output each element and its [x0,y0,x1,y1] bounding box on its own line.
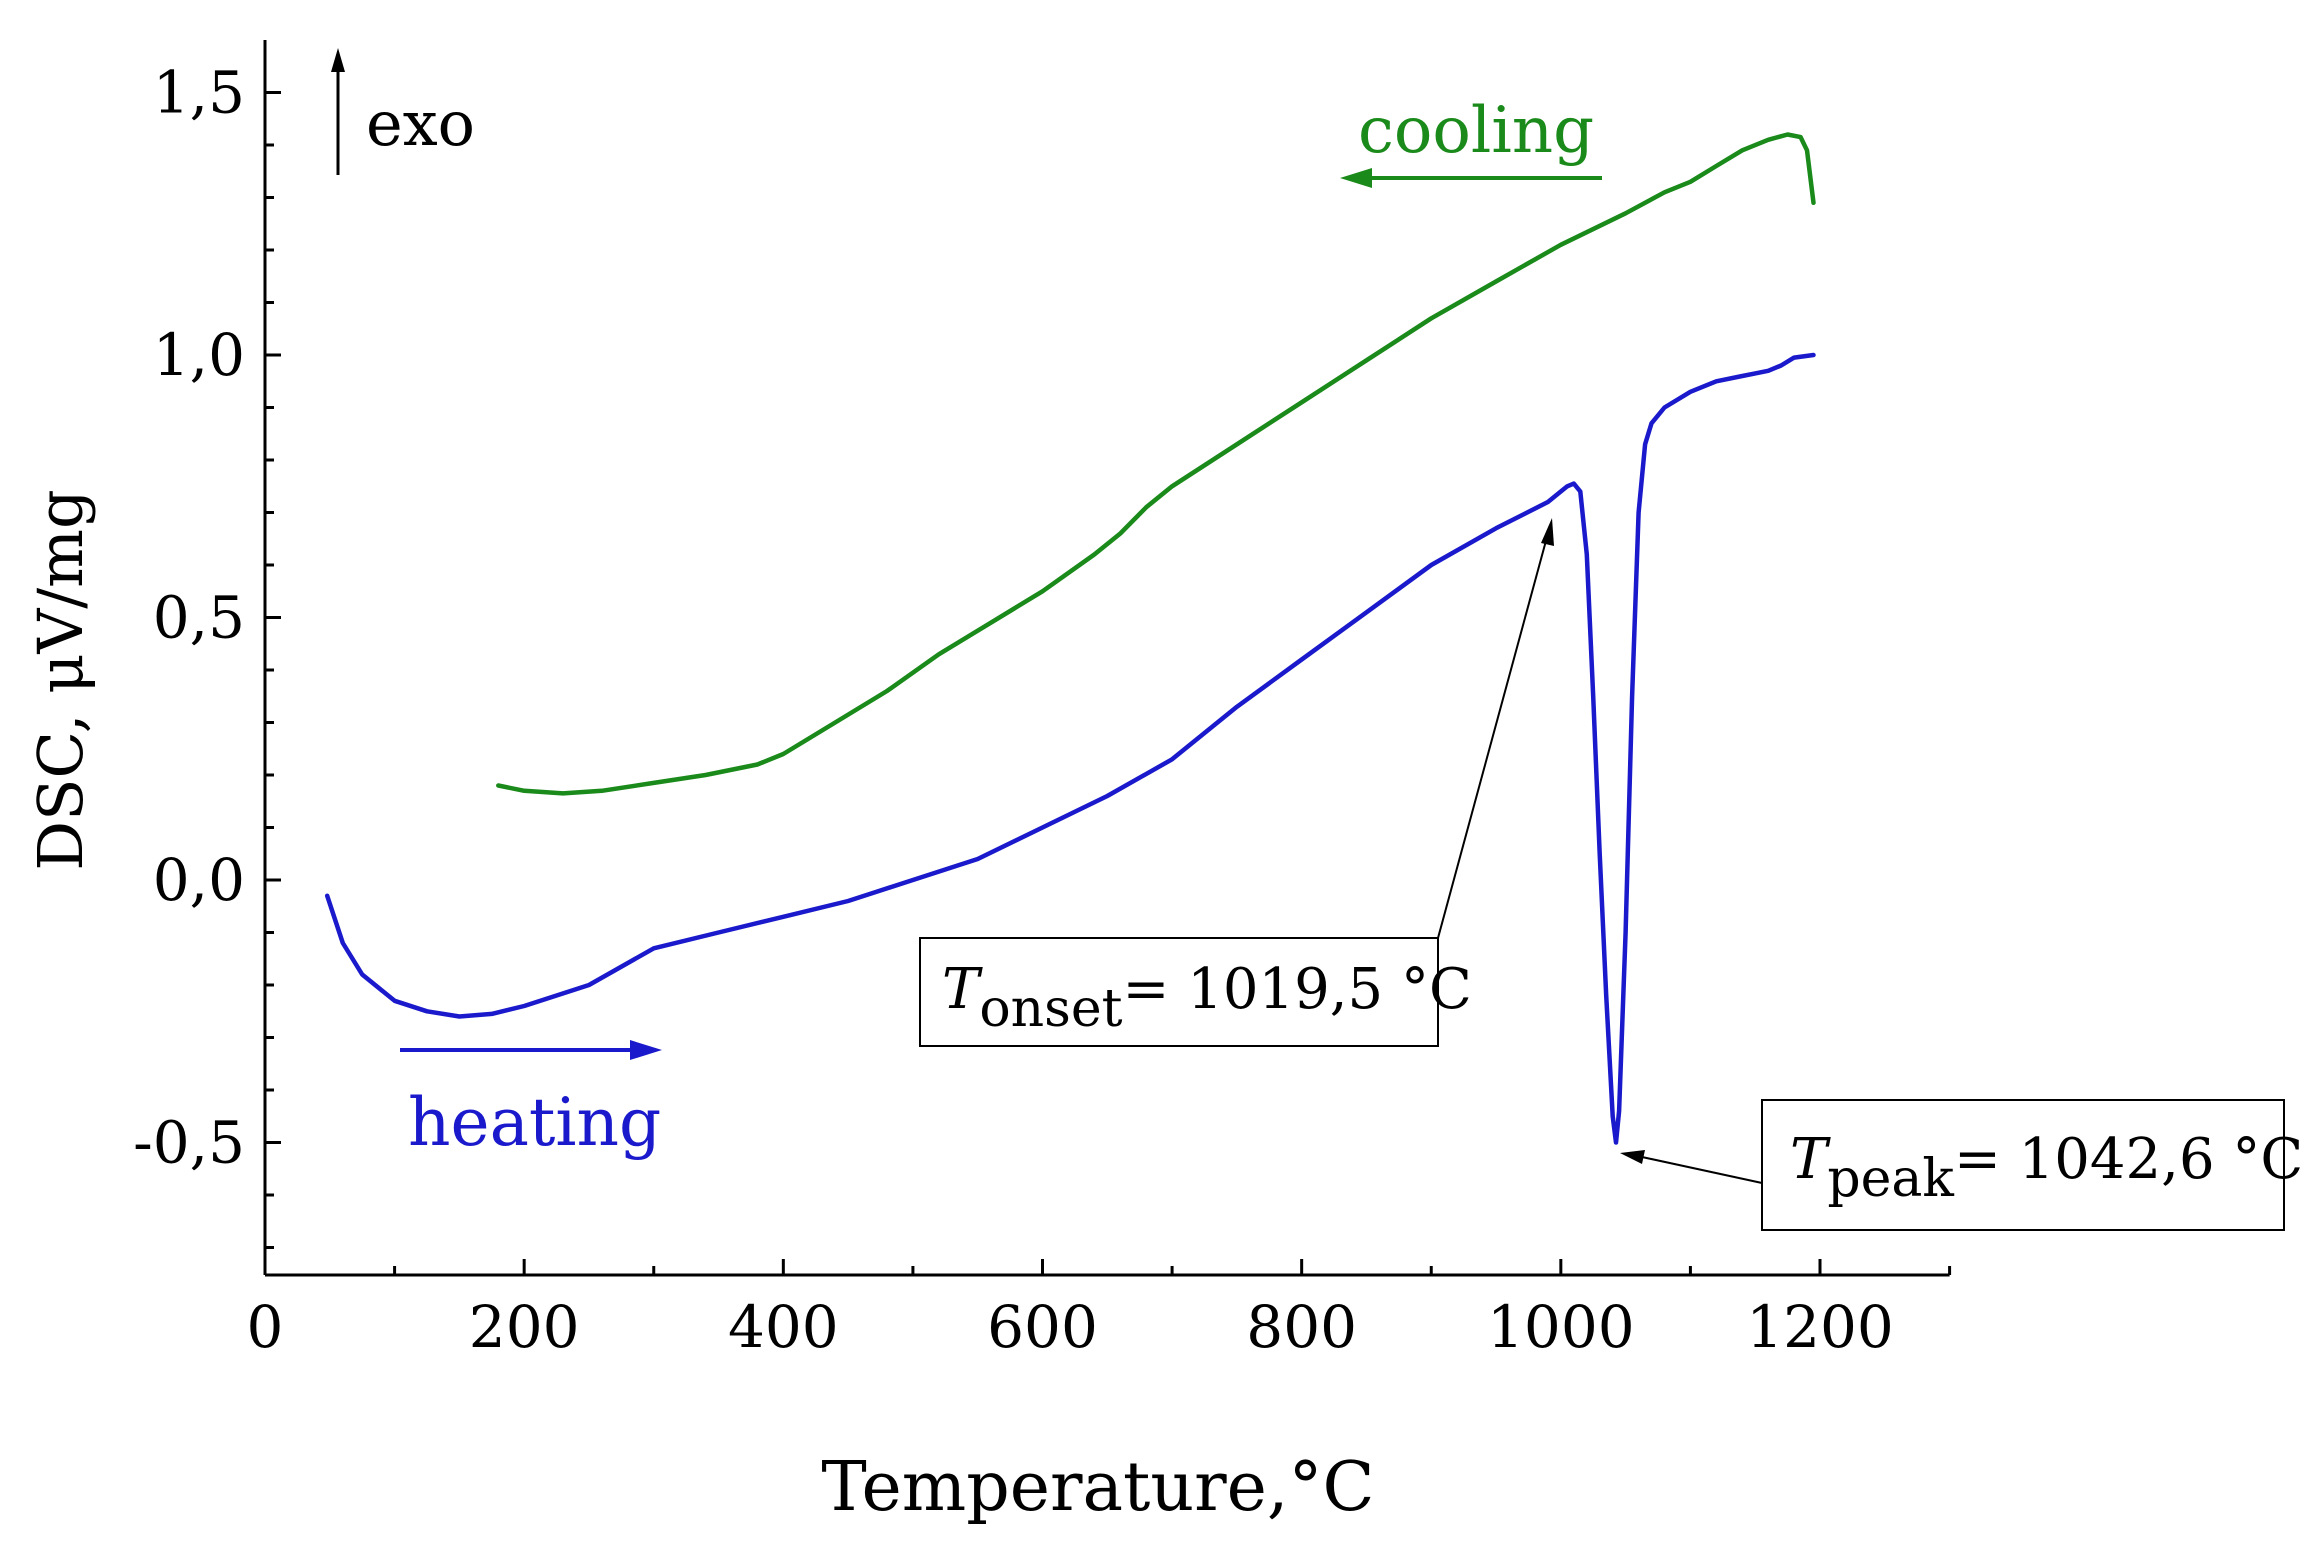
cooling-label: cooling [1358,94,1594,168]
y-tick-label: -0,5 [133,1109,245,1177]
peak-pointer-head [1620,1150,1645,1164]
cooling-arrow-head [1340,168,1372,188]
x-axis-label: Temperature,°C [821,1448,1374,1527]
x-tick-label: 800 [1246,1293,1357,1361]
onset-annotation: Tonset= 1019,5 °C [919,518,1554,1047]
x-tick-label: 1000 [1487,1293,1635,1361]
onset-pointer-line [1437,536,1548,939]
peak-pointer-line [1641,1156,1763,1184]
axes: 0 200 400 600 800 1000 1200 -0,5 0,0 0,5 1,0 1,5 [133,40,1952,1361]
peak-annotation: Tpeak= 1042,6 °C [1620,1099,2303,1231]
y-tick-label: 0,5 [153,584,245,652]
y-axis-label: DSC, μV/mg [24,489,97,870]
heating-arrow-head [630,1040,662,1060]
cooling-series-line [496,132,1816,796]
y-tick-label: 0,0 [153,846,245,914]
peak-text: Tpeak= 1042,6 °C [1790,1127,2303,1209]
onset-text: Tonset= 1019,5 °C [942,957,1472,1039]
y-tick-label: 1,5 [153,59,245,127]
onset-pointer-head [1541,518,1554,546]
heating-marker: heating [400,1040,662,1161]
cooling-marker: cooling [1340,94,1602,188]
y-tick-label: 1,0 [153,321,245,389]
series-group [324,132,1816,1145]
peak-box [1761,1099,2285,1231]
x-tick-label: 1200 [1746,1293,1894,1361]
onset-box [919,937,1439,1047]
exo-marker: exo [331,48,475,175]
exo-label: exo [366,87,475,160]
x-tick-label: 600 [987,1293,1098,1361]
heating-label: heating [408,1084,661,1161]
x-tick-label: 200 [469,1293,580,1361]
x-tick-label: 400 [728,1293,839,1361]
x-tick-label: 0 [247,1293,284,1361]
heating-series-line [324,352,1816,1145]
exo-arrow-head [331,48,345,72]
